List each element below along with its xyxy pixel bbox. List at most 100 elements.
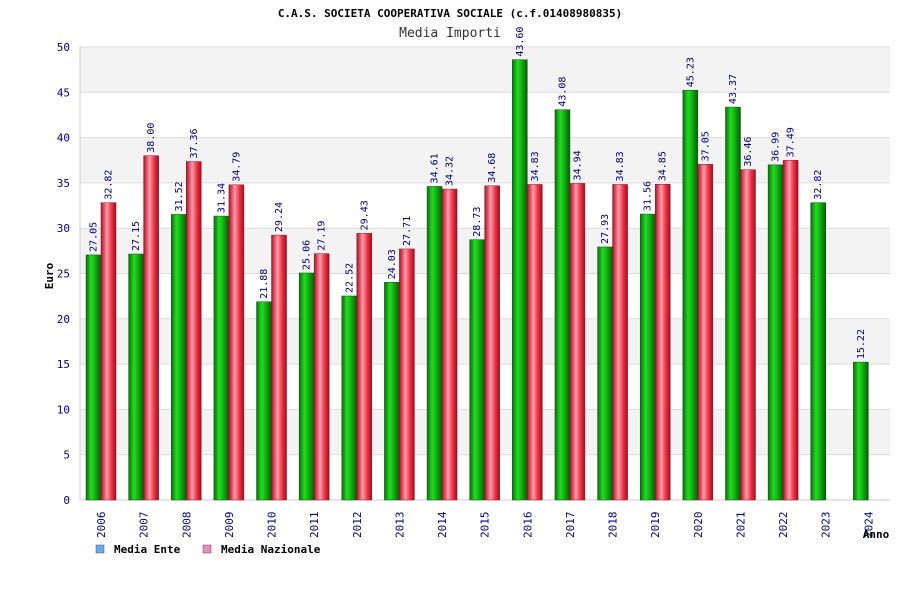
value-label-media-nazionale-2007: 38.00 [146,123,157,153]
y-tick-label: 40 [57,132,70,145]
value-label-media-nazionale-2017: 34.94 [572,150,583,180]
value-label-media-ente-2020: 45.23 [685,57,696,87]
bar-media-nazionale-2006 [100,202,117,501]
bar-media-ente-2012 [341,295,358,501]
y-tick-label: 30 [57,222,70,235]
x-tick-label-2009: 2009 [223,512,236,539]
bar-media-ente-2019 [639,213,656,501]
value-label-media-ente-2017: 43.08 [557,77,568,107]
bar-media-nazionale-2020 [697,164,714,501]
bar-media-nazionale-2009 [228,184,245,501]
y-tick-label: 35 [57,177,70,190]
value-label-media-ente-2012: 22.52 [344,263,355,293]
chart-subtitle: Media Importi [399,26,501,41]
value-label-media-nazionale-2016: 34.83 [530,151,541,181]
bars [85,59,869,501]
y-tick-label: 50 [57,41,70,54]
bar-media-nazionale-2016 [527,184,543,501]
bar-media-nazionale-2011 [313,253,330,501]
x-tick-label-2010: 2010 [266,512,279,539]
value-label-media-nazionale-2010: 29.24 [274,202,285,232]
bar-media-ente-2013 [384,282,400,501]
value-label-media-nazionale-2021: 36.46 [743,137,754,167]
plot-band [80,47,890,93]
x-tick-label-2021: 2021 [734,512,747,539]
x-tick-label-2020: 2020 [692,512,705,539]
y-tick-label: 5 [63,449,70,462]
y-tick-label: 15 [57,358,70,371]
legend-swatch-media-nazionale [202,544,212,554]
bar-media-ente-2022 [767,164,784,501]
y-tick-label: 0 [63,494,70,507]
y-tick-label: 45 [57,86,70,99]
bar-media-nazionale-2018 [612,184,628,501]
value-label-media-nazionale-2022: 37.49 [786,127,797,157]
value-label-media-ente-2015: 28.73 [472,207,483,237]
y-tick-label: 10 [57,403,70,416]
bar-media-nazionale-2010 [271,234,287,501]
legend-label-media-nazionale: Media Nazionale [221,543,321,556]
x-tick-label-2014: 2014 [436,511,449,538]
value-label-media-nazionale-2011: 27.19 [317,221,328,251]
value-label-media-nazionale-2006: 32.82 [104,170,115,200]
bar-media-ente-2018 [597,246,613,501]
bar-media-ente-2020 [682,89,699,501]
x-tick-label-2019: 2019 [649,512,662,539]
x-tick-label-2006: 2006 [95,512,108,539]
bar-media-nazionale-2008 [186,161,202,501]
value-label-media-ente-2019: 31.56 [643,181,654,211]
value-label-media-ente-2021: 43.37 [728,74,739,104]
value-label-media-ente-2007: 27.15 [131,221,142,251]
x-tick-label-2023: 2023 [820,512,833,539]
value-label-media-nazionale-2014: 34.32 [445,156,456,186]
x-tick-label-2017: 2017 [564,512,577,539]
y-axis-label: Euro [43,262,56,289]
value-label-media-nazionale-2009: 34.79 [231,152,242,182]
bar-media-ente-2017 [554,109,571,501]
value-label-media-nazionale-2019: 34.85 [658,151,669,181]
bar-media-nazionale-2013 [399,248,415,501]
value-label-media-ente-2010: 21.88 [259,269,270,299]
legend: Media Ente Media Nazionale [95,543,321,556]
chart-title: C.A.S. SOCIETA COOPERATIVA SOCIALE (c.f.… [278,7,622,20]
value-label-media-nazionale-2020: 37.05 [700,131,711,161]
bar-media-ente-2006 [85,254,102,501]
value-label-media-nazionale-2013: 27.71 [402,216,413,246]
x-tick-label-2018: 2018 [607,512,620,539]
bar-media-ente-2010 [256,301,272,501]
bar-media-ente-2007 [128,253,144,501]
bar-media-ente-2023 [810,202,826,501]
bar-media-ente-2015 [469,239,485,501]
value-label-media-nazionale-2012: 29.43 [359,200,370,230]
x-tick-label-2011: 2011 [308,512,321,539]
y-axis-ticks: 0 5 10 15 20 25 30 35 40 45 50 [57,41,70,507]
value-label-media-ente-2018: 27.93 [600,214,611,244]
value-label-media-ente-2022: 36.99 [771,132,782,162]
value-label-media-ente-2013: 24.03 [387,249,398,279]
value-labels: 27.05 32.82 27.15 38.00 31.52 37.36 31.34 34.79… [89,27,867,360]
x-axis-ticks: 2006 2007 2008 2009 2010 2011 2012 2013 2014 2015… [95,511,875,538]
bar-media-ente-2008 [171,214,187,501]
x-tick-label-2012: 2012 [351,512,364,539]
bar-media-ente-2021 [725,106,741,501]
value-label-media-ente-2006: 27.05 [89,222,100,252]
value-label-media-ente-2009: 31.34 [216,183,227,213]
value-label-media-ente-2011: 25.06 [302,240,313,270]
x-tick-label-2022: 2022 [777,512,790,539]
bar-media-nazionale-2007 [143,155,159,501]
value-label-media-ente-2008: 31.52 [174,181,185,211]
bar-media-nazionale-2019 [654,184,671,501]
bar-media-ente-2011 [298,272,315,501]
x-axis-label: Anno [863,528,890,541]
value-label-media-ente-2016: 43.60 [515,27,526,57]
value-label-media-nazionale-2008: 37.36 [189,128,200,158]
value-label-media-nazionale-2015: 34.68 [487,153,498,183]
bar-media-nazionale-2015 [484,185,500,501]
x-tick-label-2024: 2024 [862,511,875,538]
bar-media-ente-2016 [512,59,528,501]
bar-media-nazionale-2017 [569,183,586,501]
bar-media-nazionale-2021 [740,169,756,501]
bar-media-ente-2009 [213,215,230,501]
x-tick-label-2007: 2007 [138,512,151,539]
